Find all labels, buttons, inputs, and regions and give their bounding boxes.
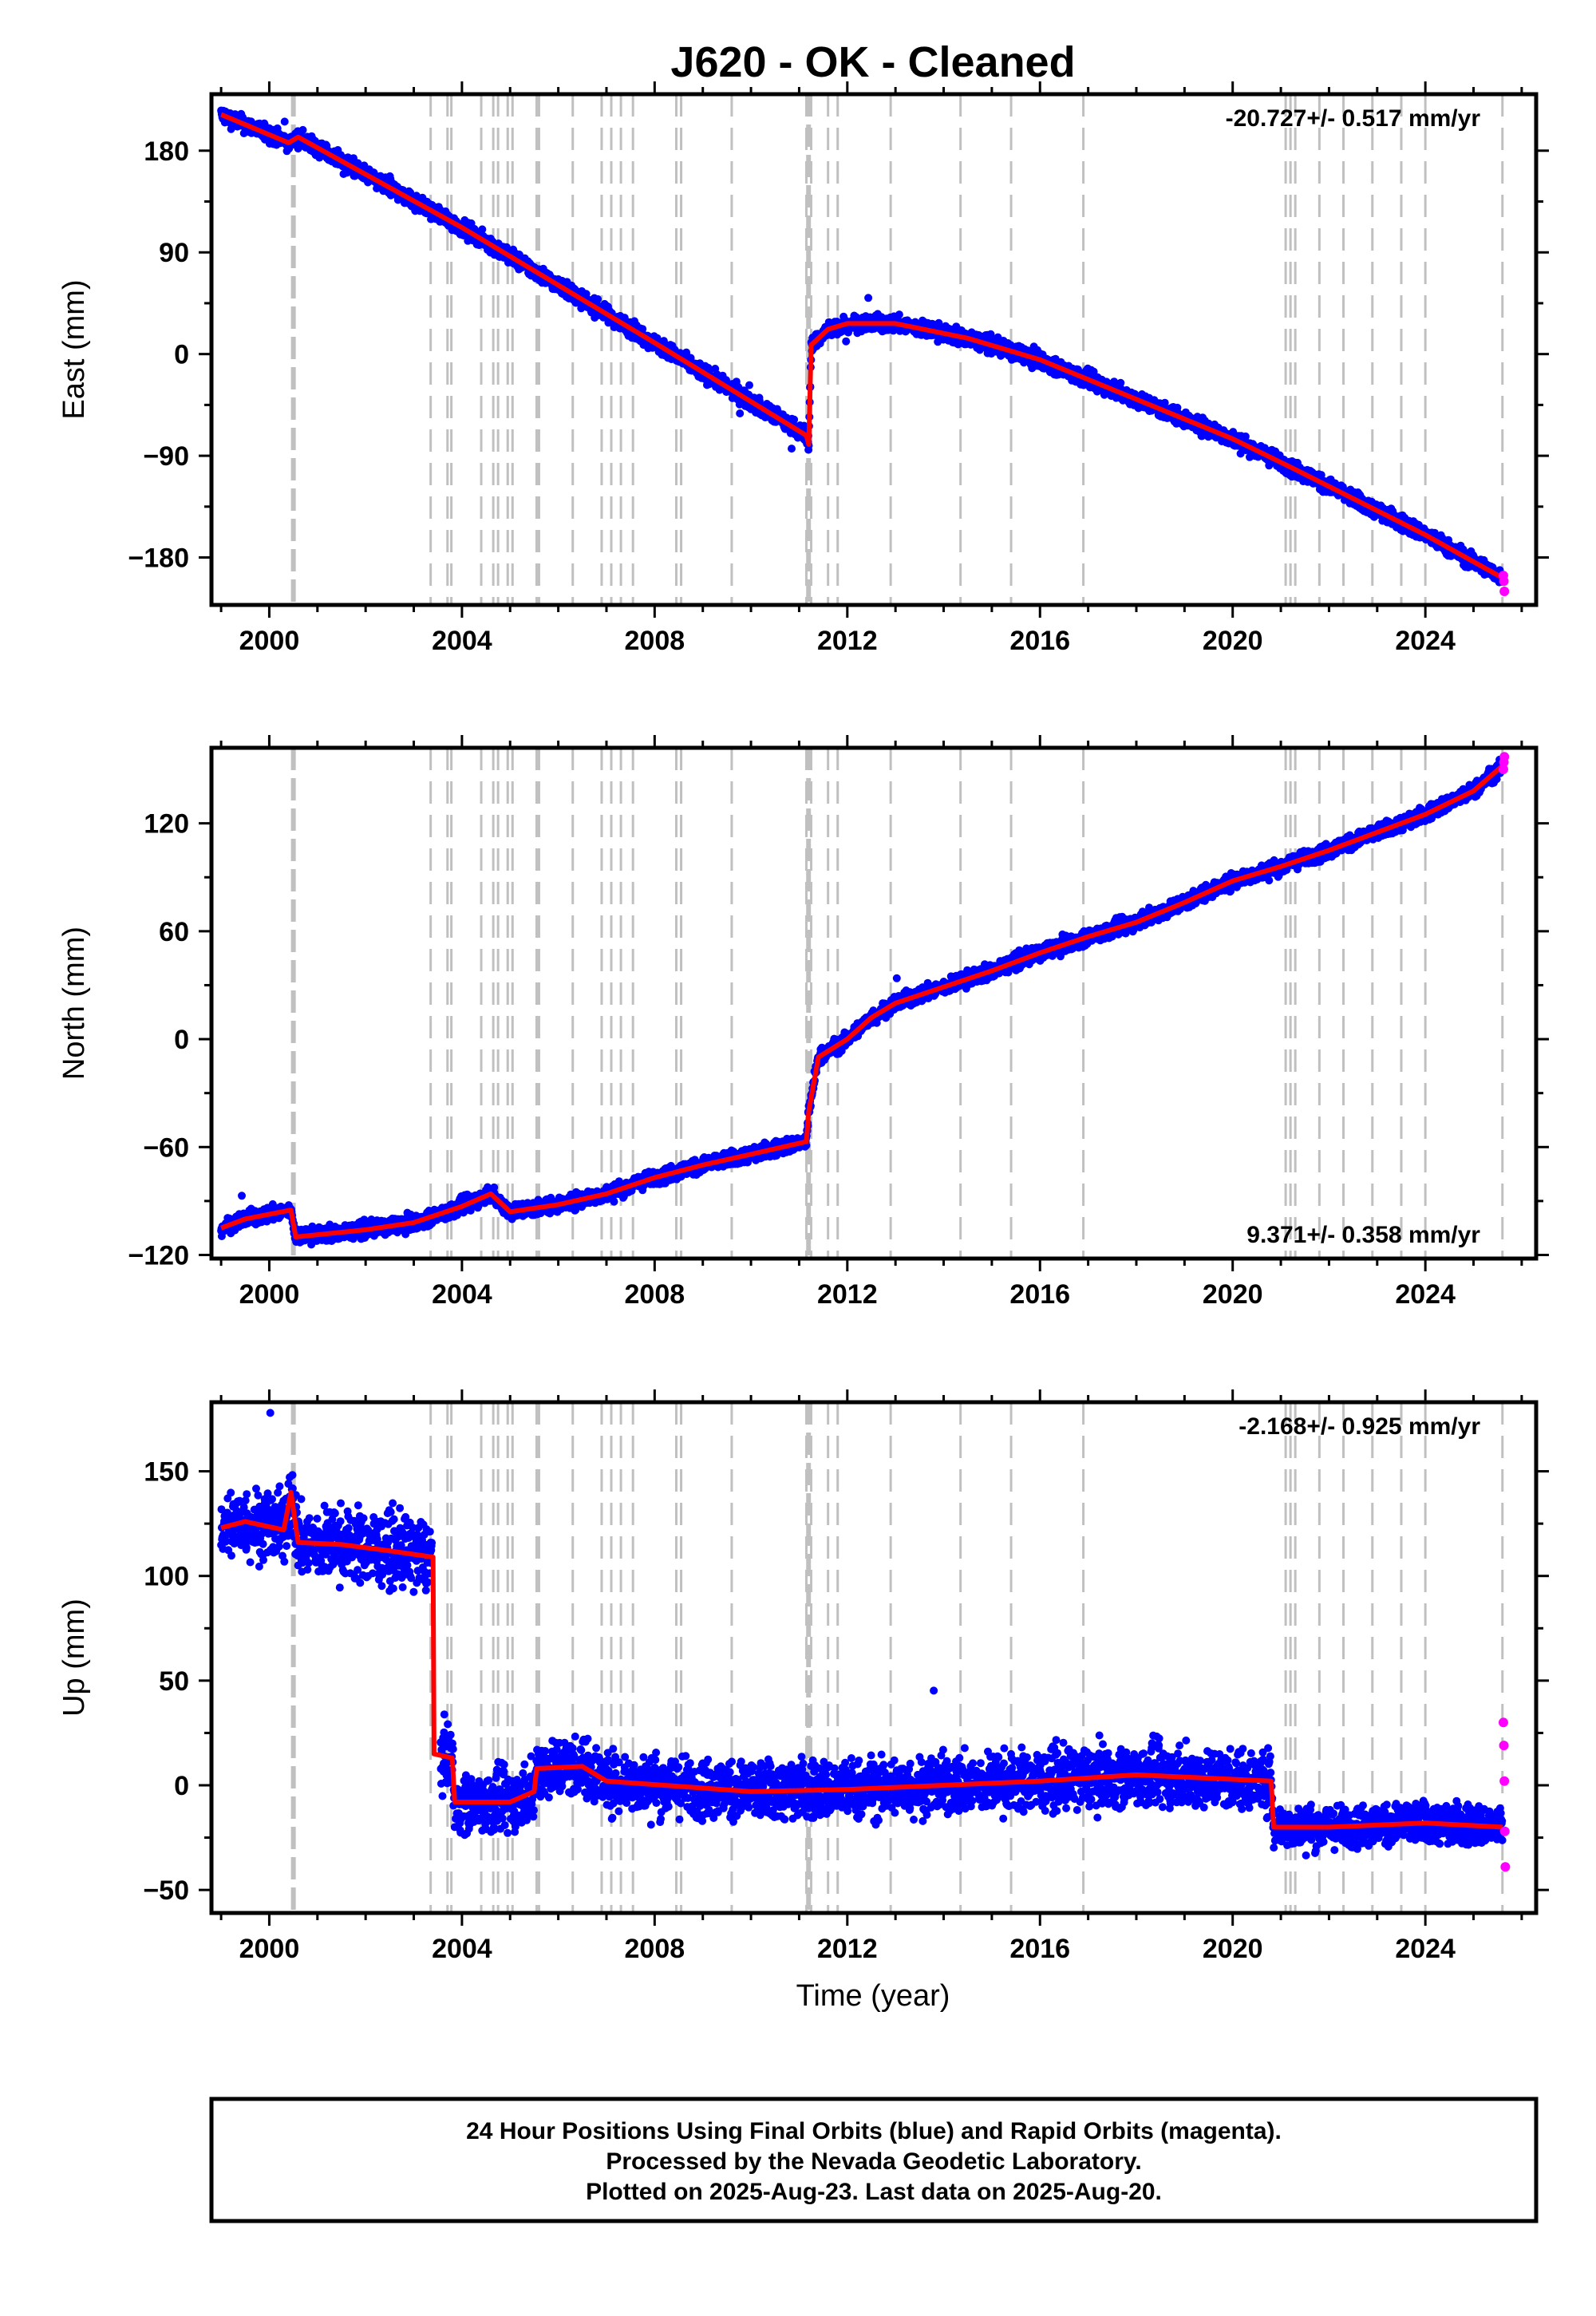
east-x-tick-label: 2008	[625, 626, 685, 656]
east-model-line	[219, 112, 1505, 580]
east-frame	[209, 92, 1539, 607]
east-y-tick-label: −180	[128, 543, 189, 574]
east-x-tick-label: 2012	[817, 626, 878, 656]
east-data-point-2292	[934, 318, 943, 327]
east-data-point-1657	[736, 409, 745, 417]
east-final-points	[217, 106, 1507, 587]
east-y-axis-label: East (mm)	[57, 279, 91, 419]
east-data-point-1830	[790, 415, 799, 424]
north-plot-area	[217, 748, 1510, 1259]
east-data-point-2166	[895, 310, 903, 319]
east-x-tick-label: 2000	[239, 626, 300, 656]
east-rapid-point-2	[1499, 587, 1510, 597]
east-data-point-1996	[842, 337, 851, 346]
east-y-tick-label: 0	[174, 340, 189, 370]
east-rate-label: -20.727+/- 0.517 mm/yr	[1226, 105, 1481, 132]
east-rapid-points	[1498, 571, 1510, 597]
east-data-point-261	[298, 125, 307, 134]
east-data-point-1687	[745, 381, 753, 389]
east-data-point-1203	[594, 294, 602, 303]
east-x-tick-label: 2016	[1009, 626, 1070, 656]
east-y-tick-label: 90	[159, 238, 189, 268]
east-x-tick-label: 2020	[1203, 626, 1263, 656]
east-data-point-203	[280, 117, 289, 126]
north-final-points	[217, 755, 1507, 1249]
east-rapid-point-1	[1499, 576, 1509, 587]
east-plot-area	[217, 94, 1510, 605]
north-panel: 2000 2004 2008 2012 2016 2020 2024−120−6006012…	[57, 735, 1549, 1310]
east-y-tick-label: 180	[144, 136, 189, 167]
north-data-point-66	[238, 1192, 246, 1200]
figure-title: J620 - OK - Cleaned	[670, 38, 1075, 86]
east-y-tick-label: −90	[143, 441, 189, 472]
east-data-point-2067	[864, 294, 873, 302]
east-x-tick-label: 2024	[1395, 626, 1456, 656]
east-panel: 2000 2004 2008 2012 2016 2020 2024 −180 −90 0 90 18…	[57, 81, 1549, 656]
east-data-point-1822	[788, 445, 796, 453]
east-x-tick-label: 2004	[432, 626, 492, 656]
